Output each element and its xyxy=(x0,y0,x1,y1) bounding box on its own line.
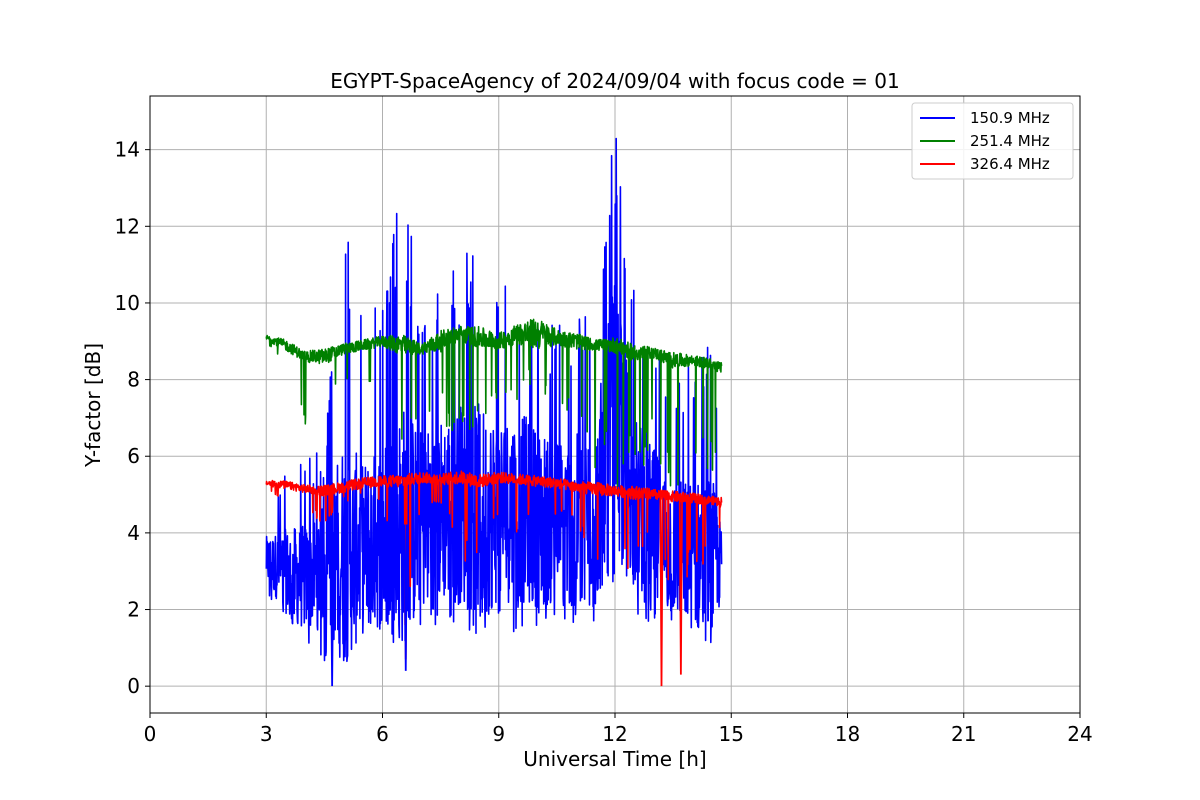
x-axis-label: Universal Time [h] xyxy=(523,747,706,771)
series-line-3 xyxy=(265,470,723,626)
y-tick-label: 0 xyxy=(127,674,140,698)
x-tick-label: 6 xyxy=(376,722,389,746)
y-tick-label: 8 xyxy=(127,368,140,392)
y-tick-label: 2 xyxy=(127,598,140,622)
x-tick-label: 21 xyxy=(951,722,976,746)
x-axis-ticks: 0 3 6 9 12 15 18 21 24 xyxy=(144,713,1093,746)
series-spike xyxy=(403,524,408,671)
series-line-2 xyxy=(265,318,723,487)
legend-box xyxy=(911,102,1074,180)
y-axis-ticks: 0 2 4 6 8 10 12 14 xyxy=(115,138,150,698)
x-tick-label: 24 xyxy=(1067,722,1092,746)
legend-label-2: 251.4 MHz xyxy=(970,132,1050,150)
x-tick-label: 15 xyxy=(719,722,744,746)
x-tick-label: 12 xyxy=(602,722,627,746)
series-spike xyxy=(659,495,664,687)
series-spike xyxy=(330,558,335,687)
y-tick-label: 10 xyxy=(115,291,140,315)
x-tick-label: 0 xyxy=(144,722,157,746)
series-spike xyxy=(678,497,683,675)
y-tick-label: 14 xyxy=(115,138,140,162)
series-layer xyxy=(265,137,723,687)
y-tick-label: 12 xyxy=(115,214,140,238)
chart-title: EGYPT-SpaceAgency of 2024/09/04 with foc… xyxy=(330,69,899,93)
x-tick-label: 9 xyxy=(492,722,505,746)
y-axis-label: Y-factor [dB] xyxy=(81,343,105,468)
legend: 150.9 MHz 251.4 MHz 326.4 MHz xyxy=(911,102,1074,180)
plot-area xyxy=(265,137,723,687)
legend-label-1: 150.9 MHz xyxy=(970,109,1050,127)
series-line-1 xyxy=(265,137,723,663)
y-tick-label: 6 xyxy=(127,444,140,468)
y-tick-label: 4 xyxy=(127,521,140,545)
legend-label-3: 326.4 MHz xyxy=(970,155,1050,173)
x-tick-label: 3 xyxy=(260,722,273,746)
x-tick-label: 18 xyxy=(835,722,860,746)
